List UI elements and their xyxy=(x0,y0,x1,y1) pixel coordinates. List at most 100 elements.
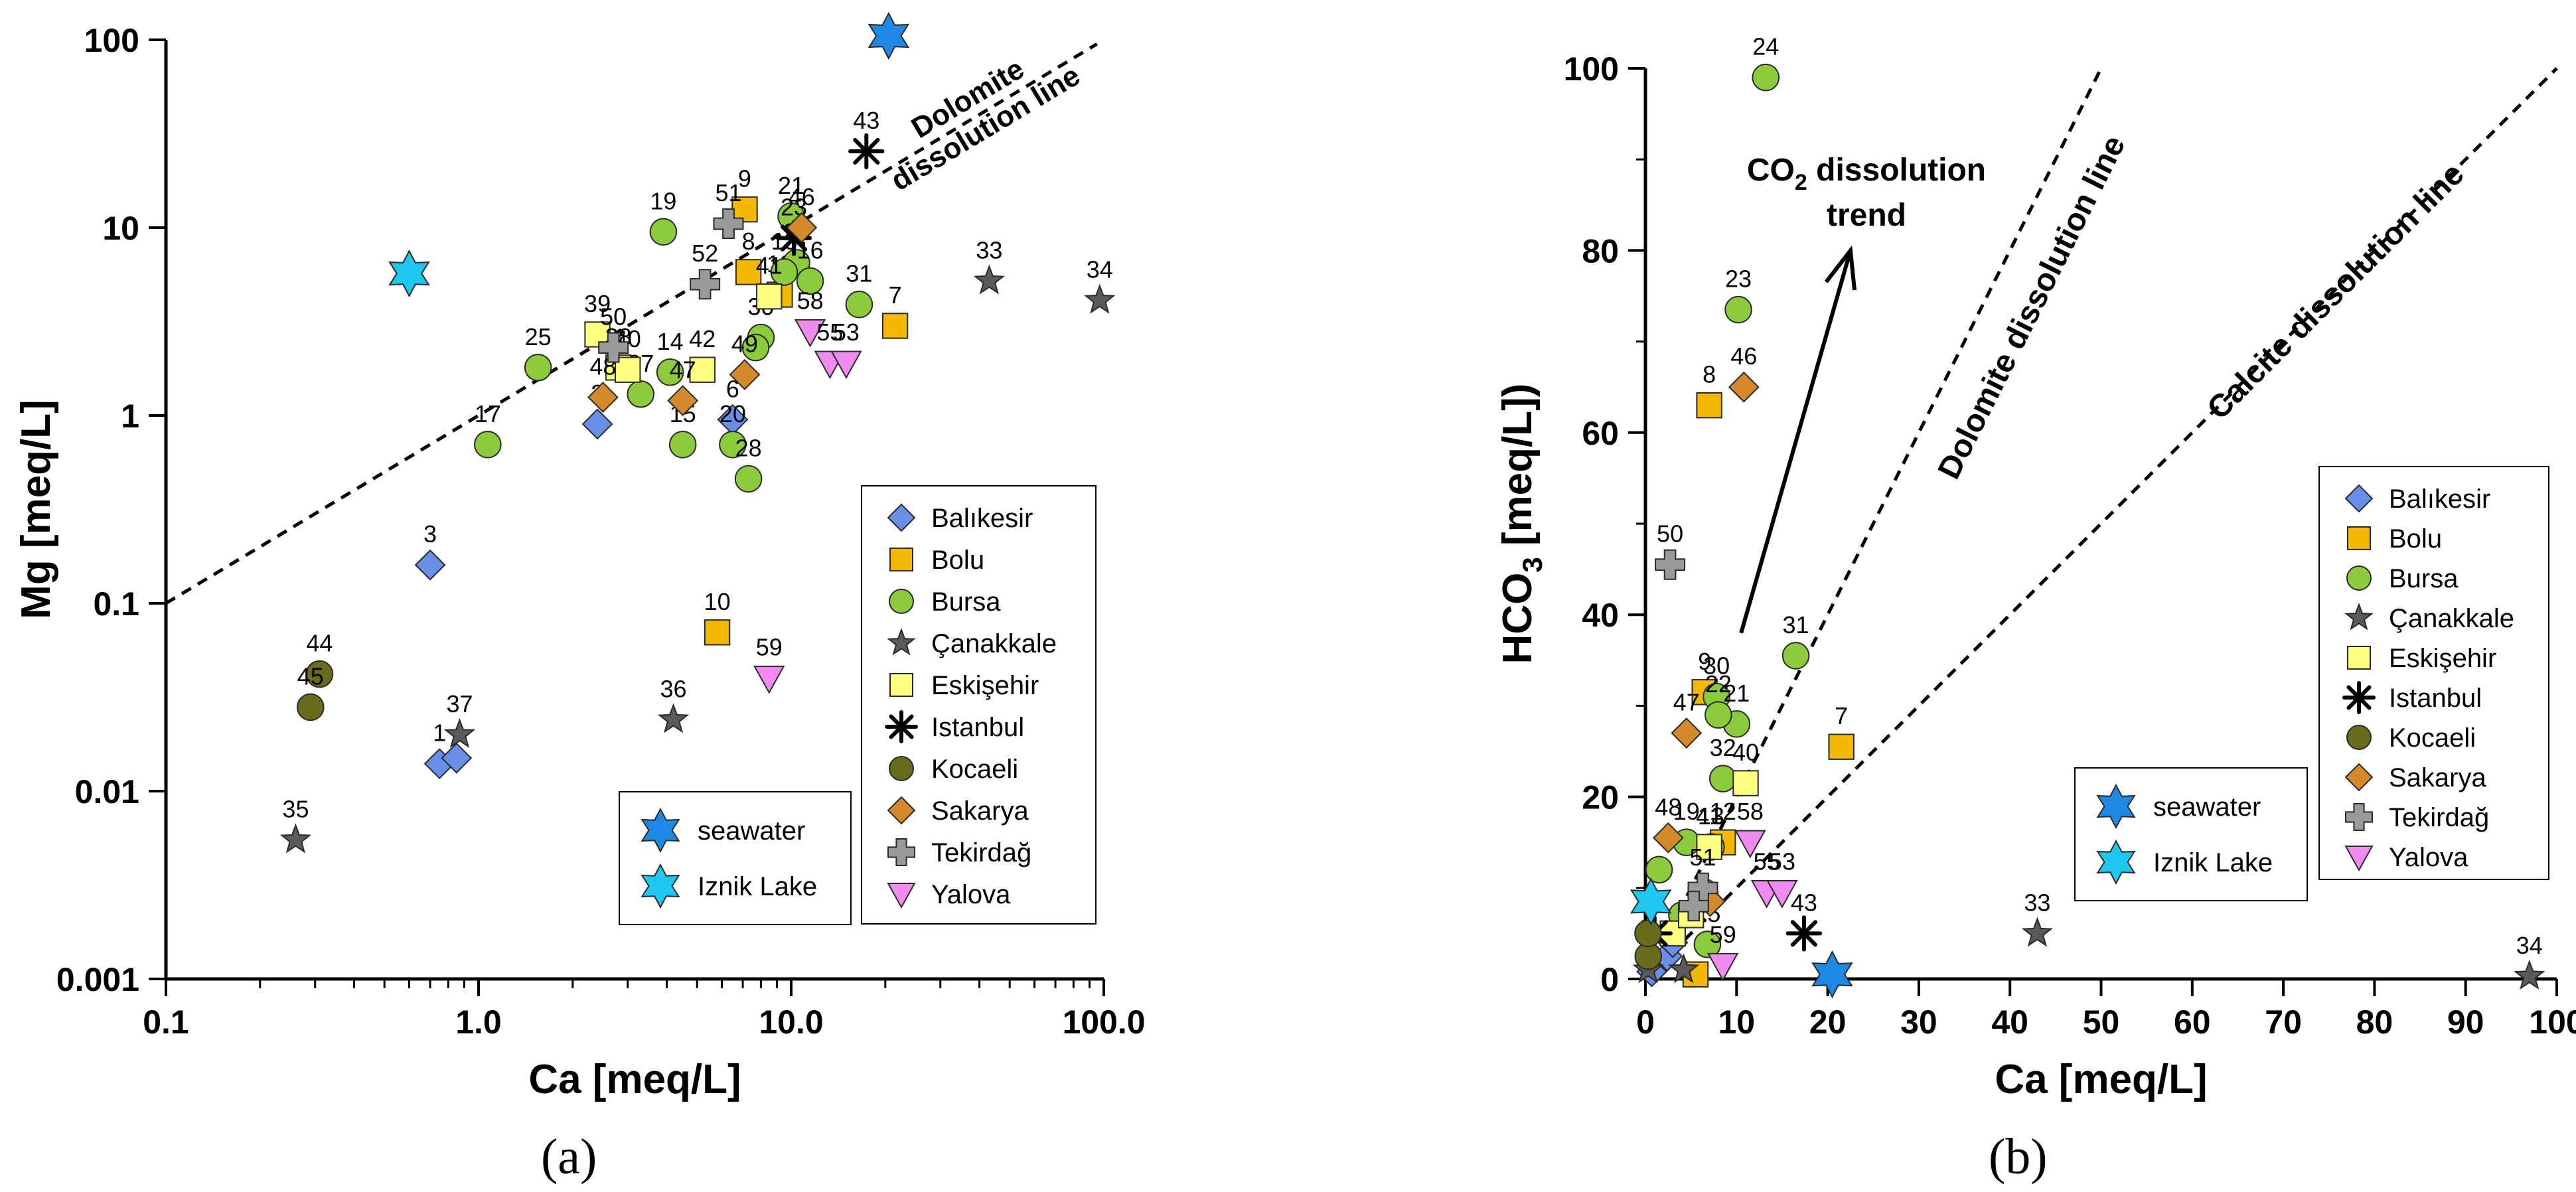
y-tick-label: 80 xyxy=(1582,232,1619,269)
legend-marker xyxy=(2344,603,2374,631)
x-tick-label: 50 xyxy=(2083,1004,2120,1041)
x-tick-label: 1.0 xyxy=(455,1004,502,1041)
legend-label: Yalova xyxy=(2389,843,2468,872)
legend-label: Sakarya xyxy=(931,796,1029,826)
series-Sakarya: 46 47 48 xyxy=(1652,342,1760,917)
data-point xyxy=(667,385,699,417)
data-point xyxy=(786,212,818,244)
data-label: 34 xyxy=(2516,932,2543,959)
data-point xyxy=(689,356,716,383)
legend-marker xyxy=(887,838,915,866)
y-tick-label: 0.01 xyxy=(75,773,139,810)
legend-label: Sakarya xyxy=(2389,763,2486,792)
data-label: 25 xyxy=(525,323,552,350)
data-label: 58 xyxy=(1737,798,1764,825)
data-label: 41 xyxy=(1696,802,1722,830)
legend-label: Eskişehir xyxy=(2389,644,2496,673)
y-axis-label: Mg [meq/L] xyxy=(13,400,59,619)
data-label: 37 xyxy=(446,690,473,717)
y-tick-label: 1 xyxy=(121,398,139,435)
y-tick-label: 0 xyxy=(1600,961,1619,998)
data-point xyxy=(615,356,641,383)
data-point xyxy=(1766,880,1798,909)
legend-marker xyxy=(2342,681,2376,714)
data-point xyxy=(704,619,731,646)
data-label: 9 xyxy=(1698,648,1711,675)
y-tick-label: 10 xyxy=(102,210,139,247)
panel-b-label: (b) xyxy=(1989,1129,2048,1185)
data-label: 55 xyxy=(1754,848,1780,875)
data-label: 32 xyxy=(1710,734,1736,761)
legend-marker xyxy=(2347,526,2371,550)
data-label: 31 xyxy=(846,260,872,287)
data-label: 14 xyxy=(657,328,684,355)
data-label: 36 xyxy=(660,675,687,702)
data-label: 3 xyxy=(423,520,437,548)
y-tick-label: 20 xyxy=(1582,779,1619,816)
data-label: 53 xyxy=(833,319,860,346)
data-point xyxy=(443,717,476,748)
data-label: 48 xyxy=(1655,793,1681,820)
y-axis-label: HCO3 [meq/L]) xyxy=(1495,384,1548,664)
legend-marker xyxy=(889,548,913,571)
data-label: 43 xyxy=(1791,889,1817,916)
data-point xyxy=(627,380,655,408)
legend-marker xyxy=(2346,725,2372,750)
data-point xyxy=(414,549,446,581)
data-point xyxy=(1668,953,1700,984)
x-tick-label: 10 xyxy=(1718,1004,1755,1041)
legend-label: Iznik Lake xyxy=(698,872,817,901)
x-tick-label: 10.0 xyxy=(759,1004,823,1041)
x-tick-label: 0.1 xyxy=(143,1004,189,1041)
data-point xyxy=(753,666,785,694)
data-label: 50 xyxy=(600,303,627,331)
data-point xyxy=(1678,891,1709,922)
trend-label: trend xyxy=(1827,198,1906,233)
data-point xyxy=(524,353,552,382)
legend-label: Eskişehir xyxy=(931,671,1039,700)
data-label: 31 xyxy=(1783,611,1809,638)
reference-line xyxy=(1643,67,2103,980)
data-label: 10 xyxy=(704,588,731,615)
data-point xyxy=(668,431,697,459)
legend-marker xyxy=(889,589,914,614)
data-label: 20 xyxy=(720,400,746,427)
data-point xyxy=(1645,856,1673,884)
legend-label: Bursa xyxy=(2389,564,2459,593)
legend-special: seawater Iznik Lake xyxy=(619,791,852,925)
y-tick-label: 0.001 xyxy=(56,961,139,998)
data-point xyxy=(1707,952,1739,982)
data-point xyxy=(1634,919,1662,948)
legend-marker xyxy=(2096,783,2136,830)
trend-arrow-head xyxy=(1824,245,1856,291)
data-point xyxy=(1652,822,1684,854)
legend-marker xyxy=(887,628,916,656)
data-point xyxy=(881,313,909,339)
data-point xyxy=(587,382,619,413)
legend-box xyxy=(2074,767,2308,901)
legend-label: Bolu xyxy=(2389,524,2442,554)
data-label: 50 xyxy=(1657,520,1683,548)
legend-label: Tekirdağ xyxy=(2389,803,2489,832)
data-label: 19 xyxy=(1673,798,1700,825)
legend-label: seawater xyxy=(698,816,805,846)
y-tick-label: 40 xyxy=(1582,597,1619,634)
series-Çanakkale: 33 34 xyxy=(1632,889,2545,990)
data-point xyxy=(441,742,473,774)
data-point xyxy=(296,693,325,721)
series-Tekirdağ: 50 51 xyxy=(1655,520,1718,922)
data-point xyxy=(973,264,1005,295)
data-label: 39 xyxy=(584,290,611,317)
reference-line-label: Calcite dissolution line xyxy=(2200,157,2470,427)
data-label: 35 xyxy=(282,795,309,822)
legend-marker xyxy=(2344,846,2374,872)
data-point xyxy=(2021,917,2054,947)
data-point xyxy=(796,267,824,295)
series-Bolu: 8 9 7 12 xyxy=(1682,361,1855,988)
x-tick-label: 30 xyxy=(1900,1004,1937,1041)
data-label: 1 xyxy=(433,719,446,747)
legend-marker xyxy=(889,756,914,781)
legend-marker xyxy=(887,796,916,825)
data-point xyxy=(830,350,862,380)
